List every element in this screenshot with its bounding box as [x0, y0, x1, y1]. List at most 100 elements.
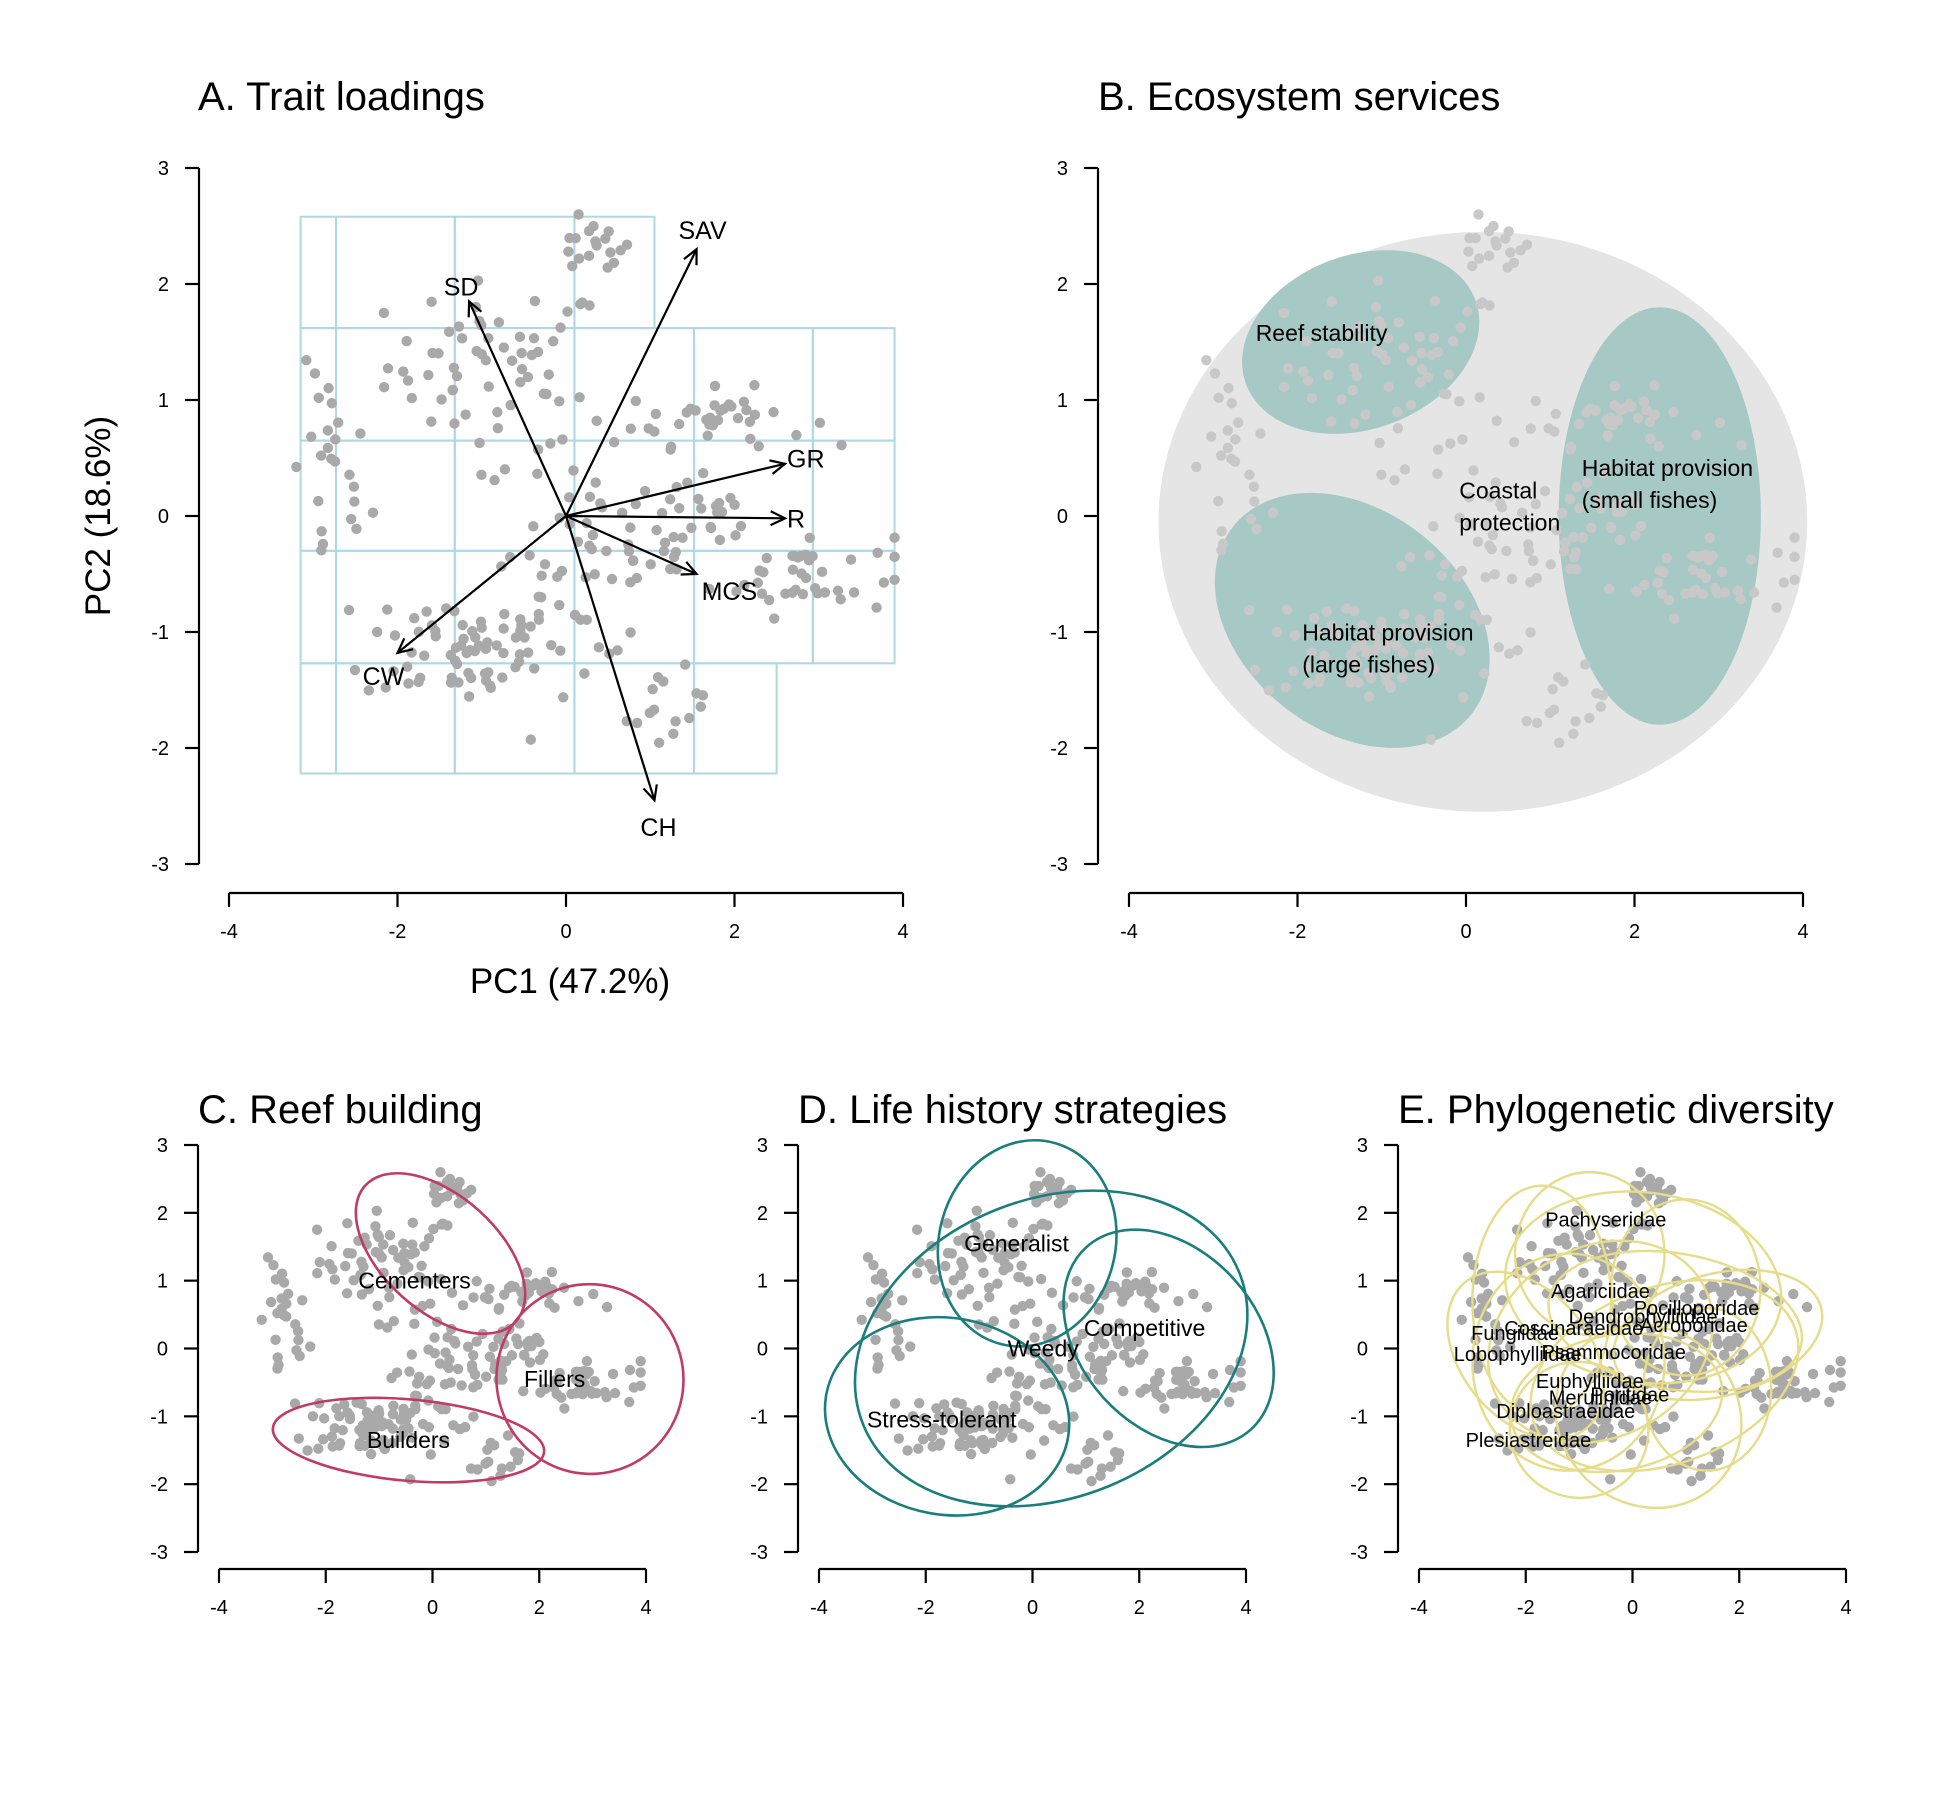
x-tick-label: 4: [640, 1597, 651, 1619]
data-point: [1586, 522, 1597, 533]
data-point: [1530, 395, 1541, 407]
data-point: [1084, 1351, 1096, 1362]
family-ellipse: [1513, 1170, 1666, 1337]
data-point: [1101, 1355, 1112, 1367]
data-point: [533, 614, 545, 625]
data-point: [1666, 1359, 1678, 1371]
data-point: [1473, 253, 1485, 264]
data-point: [1732, 585, 1744, 596]
data-point: [1119, 1350, 1130, 1361]
data-point: [1654, 1176, 1665, 1188]
data-point: [1609, 380, 1621, 392]
data-point: [293, 1433, 305, 1444]
data-point: [984, 1291, 995, 1303]
data-point: [532, 1279, 543, 1290]
data-point: [334, 1411, 345, 1422]
data-point: [458, 633, 469, 645]
data-point: [1478, 1277, 1490, 1288]
data-point: [1422, 371, 1434, 383]
data-point: [1181, 1356, 1193, 1367]
data-point: [590, 236, 601, 247]
data-point: [1572, 1229, 1583, 1240]
data-point: [984, 1230, 996, 1241]
data-point: [978, 1434, 989, 1446]
data-point: [741, 404, 752, 416]
arrow-head: [642, 784, 658, 803]
data-point: [1032, 1316, 1043, 1328]
data-point: [370, 1246, 382, 1258]
data-point: [1607, 1217, 1618, 1229]
x-tick-label: 4: [897, 921, 908, 943]
data-point: [1538, 1399, 1550, 1410]
data-point: [421, 606, 432, 617]
data-point: [1035, 1166, 1046, 1178]
data-point: [1370, 301, 1382, 313]
data-point: [358, 1429, 369, 1441]
data-point: [386, 1437, 398, 1449]
data-point: [1604, 412, 1616, 423]
y-tick-label: 2: [1357, 1203, 1368, 1225]
data-point: [1010, 1390, 1021, 1401]
data-point: [668, 531, 679, 543]
data-point: [377, 1417, 388, 1428]
data-point: [301, 354, 312, 366]
data-point: [927, 1441, 938, 1452]
data-point: [306, 431, 317, 442]
data-point: [403, 1262, 414, 1273]
data-point: [581, 1356, 593, 1367]
data-point: [563, 246, 574, 257]
data-point: [521, 1267, 533, 1278]
data-point: [768, 613, 780, 624]
panel-title: E. Phylogenetic diversity: [1398, 1088, 1834, 1132]
data-point: [471, 1336, 482, 1347]
data-point: [1638, 396, 1650, 407]
data-point: [1398, 342, 1410, 353]
data-point: [804, 532, 815, 543]
data-point: [865, 1296, 877, 1308]
data-point: [608, 436, 620, 448]
data-point: [256, 1314, 267, 1325]
data-point: [402, 375, 414, 386]
data-point: [1789, 532, 1800, 543]
data-point: [635, 1367, 646, 1378]
data-point: [1687, 550, 1698, 562]
y-tick-label: 3: [1357, 1135, 1368, 1157]
data-point: [1105, 1461, 1116, 1472]
data-point: [752, 577, 763, 589]
data-point: [1597, 468, 1609, 479]
data-point: [1506, 573, 1518, 585]
data-point: [1399, 608, 1410, 620]
data-point: [457, 1300, 469, 1311]
data-point: [970, 1246, 982, 1258]
data-point: [871, 602, 882, 613]
data-point: [484, 680, 496, 691]
data-point: [533, 591, 544, 602]
data-point: [1382, 637, 1393, 648]
y-tick-label: 1: [1057, 390, 1068, 412]
data-point: [635, 1355, 646, 1367]
data-point: [1235, 1367, 1246, 1378]
data-point: [402, 661, 413, 672]
data-point: [1635, 1166, 1646, 1178]
data-point: [315, 450, 327, 461]
data-point: [1393, 317, 1405, 328]
data-point: [1679, 1292, 1691, 1303]
data-point: [1584, 1230, 1596, 1241]
data-point: [973, 1405, 984, 1416]
data-point: [1416, 347, 1427, 359]
data-point: [495, 1367, 507, 1378]
data-point: [970, 1221, 981, 1232]
data-point: [1375, 616, 1387, 627]
data-point: [501, 1355, 512, 1367]
data-point: [351, 523, 362, 535]
data-point: [1587, 1244, 1599, 1256]
data-point: [1425, 734, 1437, 745]
data-point: [497, 672, 508, 683]
data-point: [558, 692, 569, 703]
data-point: [1772, 547, 1783, 558]
data-point: [516, 347, 527, 359]
data-point: [1662, 1341, 1674, 1352]
data-point: [956, 1289, 968, 1300]
data-point: [456, 1380, 467, 1391]
data-point: [1668, 1411, 1679, 1422]
